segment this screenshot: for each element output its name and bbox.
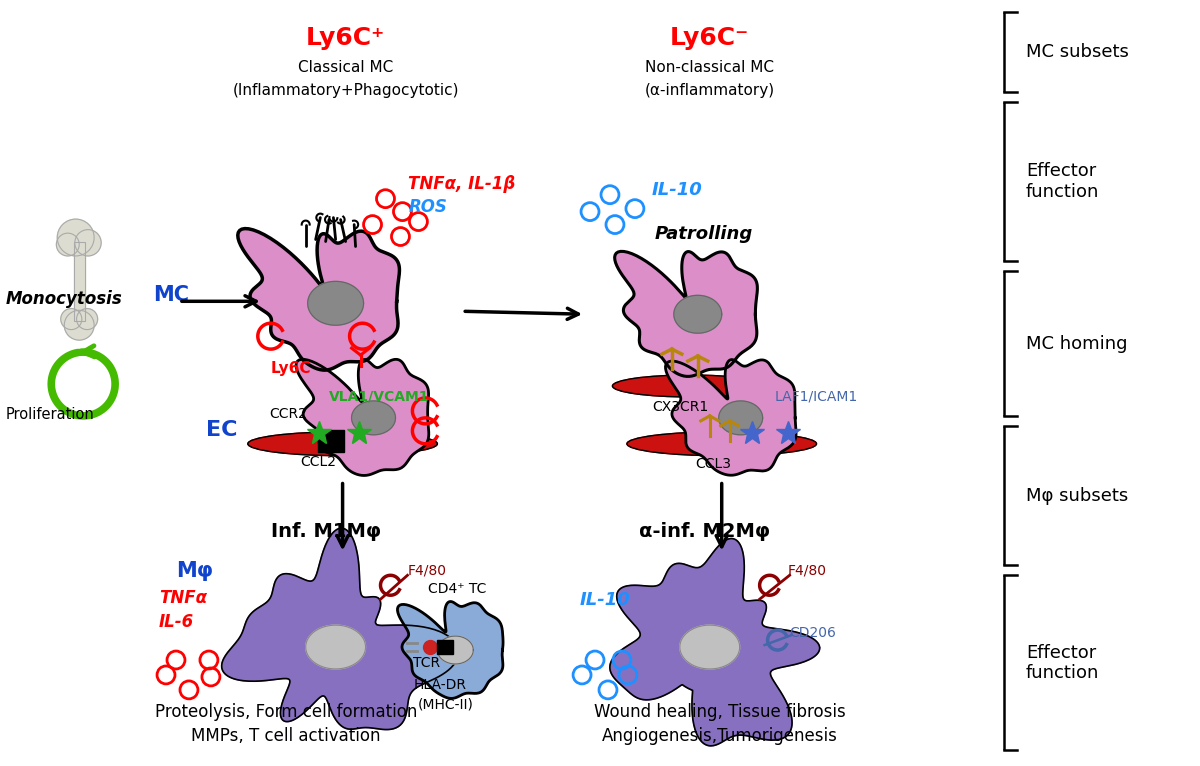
Polygon shape (307, 281, 364, 326)
Text: (Inflammatory+Phagocytotic): (Inflammatory+Phagocytotic) (233, 83, 458, 98)
Polygon shape (719, 401, 763, 435)
Polygon shape (222, 529, 458, 729)
Text: CD206: CD206 (790, 626, 836, 640)
Text: CCR2: CCR2 (269, 407, 307, 421)
Text: TCR: TCR (414, 656, 440, 670)
Text: Wound healing, Tissue fibrosis: Wound healing, Tissue fibrosis (594, 702, 846, 721)
Text: IL-6: IL-6 (160, 613, 194, 631)
Polygon shape (296, 359, 428, 476)
Polygon shape (666, 359, 796, 475)
Text: IL-10: IL-10 (652, 181, 703, 198)
Text: MC homing: MC homing (1026, 336, 1128, 353)
Text: F4/80: F4/80 (787, 563, 827, 578)
Text: MC subsets: MC subsets (1026, 43, 1129, 61)
Text: CCL3: CCL3 (695, 457, 731, 470)
Polygon shape (614, 251, 757, 376)
Polygon shape (238, 228, 400, 370)
Polygon shape (610, 538, 820, 746)
Circle shape (77, 309, 97, 329)
Circle shape (58, 219, 94, 256)
Text: MMPs, T cell activation: MMPs, T cell activation (191, 727, 380, 745)
Polygon shape (306, 625, 366, 669)
Text: VLA1/VCAM1: VLA1/VCAM1 (329, 390, 430, 404)
Text: α-inf. M2Mφ: α-inf. M2Mφ (640, 522, 770, 542)
Text: (α-inflammatory): (α-inflammatory) (644, 83, 775, 98)
Bar (437, 640, 454, 654)
Circle shape (65, 310, 94, 340)
Text: Angiogenesis,Tumorigenesis: Angiogenesis,Tumorigenesis (601, 727, 838, 745)
Text: Effector
function: Effector function (1026, 643, 1099, 683)
Text: Monocytosis: Monocytosis (5, 290, 122, 308)
Text: Patrolling: Patrolling (655, 224, 754, 243)
Ellipse shape (626, 432, 816, 456)
Text: TNFα: TNFα (160, 589, 208, 607)
Circle shape (74, 230, 101, 256)
Text: Mφ subsets: Mφ subsets (1026, 486, 1128, 505)
Text: Ly6C⁺: Ly6C⁺ (306, 26, 385, 51)
Polygon shape (397, 601, 503, 699)
Text: Mφ: Mφ (176, 561, 214, 581)
Circle shape (61, 309, 82, 329)
Text: TNFα, IL-1β: TNFα, IL-1β (408, 175, 516, 193)
Text: Non-classical MC: Non-classical MC (646, 61, 774, 75)
Text: F4/80: F4/80 (408, 563, 446, 578)
Text: IL-10: IL-10 (580, 591, 631, 609)
Text: CX3CR1: CX3CR1 (652, 400, 708, 414)
Text: CD4⁺ TC: CD4⁺ TC (428, 582, 487, 596)
Text: HLA-DR: HLA-DR (414, 678, 467, 692)
Text: Inf. M1Mφ: Inf. M1Mφ (270, 522, 380, 542)
Polygon shape (674, 296, 721, 333)
Polygon shape (680, 625, 739, 669)
Text: EC: EC (206, 420, 238, 440)
Bar (73, 242, 85, 321)
Circle shape (56, 233, 79, 256)
Bar (73, 242, 85, 321)
Text: Ly6C: Ly6C (270, 361, 311, 376)
Text: Effector
function: Effector function (1026, 162, 1099, 201)
Text: Classical MC: Classical MC (298, 61, 394, 75)
Text: Proteolysis, Form cell formation: Proteolysis, Form cell formation (155, 702, 416, 721)
Polygon shape (352, 401, 396, 435)
Text: (MHC-II): (MHC-II) (418, 698, 473, 712)
Ellipse shape (248, 432, 437, 456)
Ellipse shape (612, 375, 767, 397)
Text: CCL2: CCL2 (301, 455, 337, 469)
Polygon shape (437, 636, 473, 664)
Text: LAF1/ICAM1: LAF1/ICAM1 (774, 390, 858, 404)
Bar (318, 430, 343, 452)
Text: MC: MC (154, 285, 190, 306)
Text: Ly6C⁻: Ly6C⁻ (670, 26, 749, 51)
Text: Proliferation: Proliferation (5, 407, 94, 422)
Text: ROS: ROS (408, 198, 448, 215)
